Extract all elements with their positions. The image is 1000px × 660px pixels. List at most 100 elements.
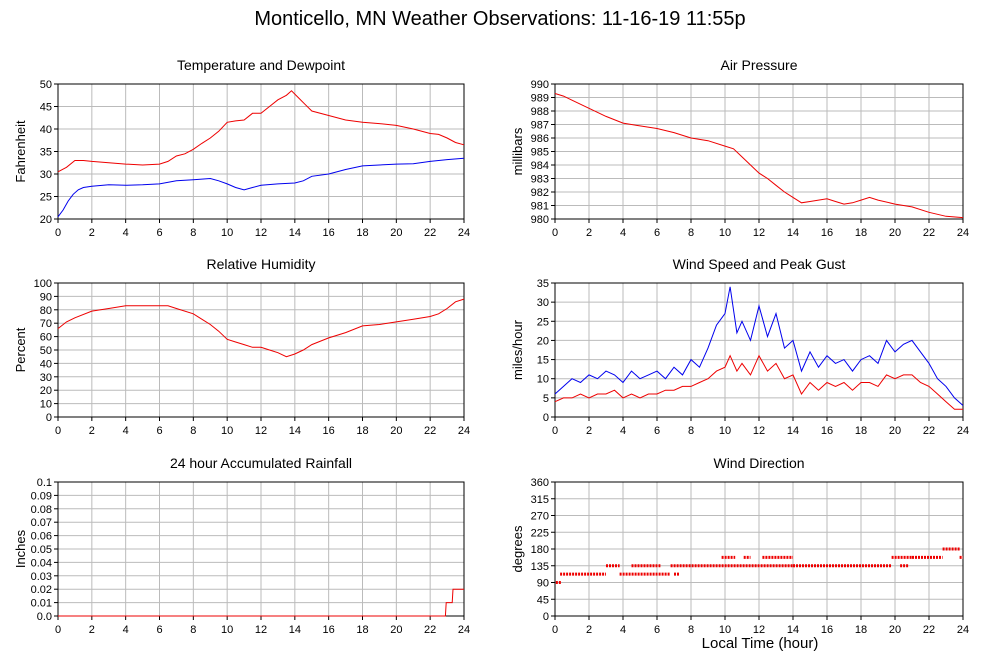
y-tick-label: 45: [537, 594, 549, 606]
y-tick-label: 988: [531, 106, 549, 118]
x-tick-label: 6: [156, 425, 162, 437]
y-tick-label: 50: [40, 79, 52, 91]
x-tick-label: 8: [688, 624, 694, 636]
x-tick-label: 24: [957, 227, 969, 239]
y-tick-label: 90: [40, 291, 52, 303]
y-tick-label: 980: [531, 214, 549, 226]
x-tick-label: 4: [123, 624, 129, 636]
page-title: Monticello, MN Weather Observations: 11-…: [254, 8, 746, 30]
x-tick-label: 22: [923, 425, 935, 437]
plot-frame: [554, 481, 964, 617]
y-axis-label: Inches: [13, 529, 28, 568]
plot-frame: [57, 83, 465, 220]
x-tick-label: 10: [221, 624, 233, 636]
x-tick-label: 12: [753, 425, 765, 437]
y-tick-label: 25: [537, 316, 549, 328]
y-axis-label: millibars: [510, 127, 525, 175]
y-tick-label: 0.03: [31, 571, 52, 583]
x-tick-label: 18: [855, 425, 867, 437]
chart-title: Wind Speed and Peak Gust: [673, 256, 846, 272]
x-tick-label: 10: [719, 624, 731, 636]
x-tick-label: 20: [390, 624, 402, 636]
x-tick-label: 20: [889, 624, 901, 636]
y-tick-label: 90: [537, 578, 549, 590]
y-tick-label: 50: [40, 345, 52, 357]
x-tick-label: 6: [654, 227, 660, 239]
plot-frame: [554, 282, 964, 418]
x-tick-label: 6: [654, 624, 660, 636]
x-tick-label: 0: [552, 425, 558, 437]
series-line-blue: [554, 286, 964, 406]
x-tick-label: 12: [255, 624, 267, 636]
x-tick-label: 20: [889, 227, 901, 239]
x-tick-label: 18: [356, 227, 368, 239]
x-tick-label: 0: [552, 227, 558, 239]
plot-frame: [57, 282, 465, 418]
x-tick-label: 12: [753, 624, 765, 636]
x-tick-label: 14: [787, 227, 799, 239]
chart-title: Temperature and Dewpoint: [177, 57, 345, 73]
x-tick-label: 8: [688, 227, 694, 239]
x-tick-label: 14: [787, 624, 799, 636]
x-tick-label: 10: [719, 425, 731, 437]
y-axis-label: degrees: [510, 525, 525, 572]
chart-title: Relative Humidity: [207, 256, 316, 272]
x-tick-label: 24: [458, 425, 470, 437]
y-tick-label: 982: [531, 187, 549, 199]
y-tick-label: 360: [531, 477, 549, 489]
y-tick-label: 0.06: [31, 531, 52, 543]
x-tick-label: 2: [586, 425, 592, 437]
y-tick-label: 315: [531, 494, 549, 506]
x-tick-label: 2: [89, 227, 95, 239]
x-tick-label: 14: [787, 425, 799, 437]
x-tick-label: 16: [323, 425, 335, 437]
series-line-red: [57, 90, 465, 173]
x-tick-label: 18: [356, 624, 368, 636]
x-tick-label: 2: [586, 227, 592, 239]
y-tick-label: 0.05: [31, 544, 52, 556]
x-tick-label: 4: [123, 425, 129, 437]
x-tick-label: 12: [255, 227, 267, 239]
x-tick-label: 16: [323, 624, 335, 636]
chart-title: Air Pressure: [720, 57, 797, 73]
x-tick-label: 14: [289, 227, 301, 239]
x-tick-label: 16: [821, 425, 833, 437]
x-tick-label: 22: [424, 624, 436, 636]
chart-title: 24 hour Accumulated Rainfall: [170, 455, 352, 471]
y-tick-label: 10: [40, 399, 52, 411]
y-tick-label: 984: [531, 160, 549, 172]
y-tick-label: 983: [531, 174, 549, 186]
x-tick-label: 10: [221, 227, 233, 239]
y-axis-label: Percent: [13, 327, 28, 372]
y-tick-label: 0.1: [37, 477, 52, 489]
x-tick-label: 8: [688, 425, 694, 437]
y-tick-label: 35: [537, 278, 549, 290]
x-tick-label: 24: [957, 624, 969, 636]
y-tick-label: 0: [543, 611, 549, 623]
y-tick-label: 0.04: [31, 557, 52, 569]
x-tick-label: 14: [289, 624, 301, 636]
y-tick-label: 987: [531, 120, 549, 132]
y-tick-label: 70: [40, 318, 52, 330]
y-tick-label: 990: [531, 79, 549, 91]
series-line-blue: [57, 157, 465, 218]
x-tick-label: 0: [552, 624, 558, 636]
x-tick-label: 4: [620, 425, 626, 437]
x-tick-label: 20: [390, 425, 402, 437]
x-tick-label: 24: [458, 624, 470, 636]
x-tick-label: 22: [424, 425, 436, 437]
x-tick-label: 8: [190, 624, 196, 636]
y-tick-label: 0.01: [31, 598, 52, 610]
y-tick-label: 0.08: [31, 504, 52, 516]
x-tick-label: 2: [586, 624, 592, 636]
x-tick-label: 4: [620, 624, 626, 636]
y-tick-label: 986: [531, 133, 549, 145]
x-tick-label: 14: [289, 425, 301, 437]
y-tick-label: 225: [531, 527, 549, 539]
y-tick-label: 20: [40, 214, 52, 226]
y-tick-label: 15: [537, 355, 549, 367]
x-tick-label: 12: [753, 227, 765, 239]
x-tick-label: 4: [620, 227, 626, 239]
x-tick-label: 10: [719, 227, 731, 239]
y-tick-label: 30: [40, 169, 52, 181]
